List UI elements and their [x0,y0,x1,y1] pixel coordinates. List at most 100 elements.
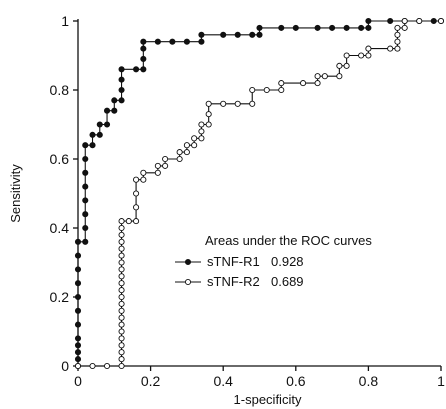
data-point-stnf-r1 [118,66,125,73]
data-point-stnf-r1 [82,238,89,245]
data-point-stnf-r1 [234,31,241,38]
data-point-stnf-r1 [74,335,82,342]
data-point-stnf-r2 [118,328,125,335]
data-point-stnf-r2 [300,80,307,87]
data-point-stnf-r1 [278,24,285,31]
data-point-stnf-r2 [394,24,401,31]
x-axis-title: 1-specificity [234,392,302,407]
data-point-stnf-r1 [82,142,89,149]
data-point-stnf-r2 [249,86,256,94]
data-point-stnf-r2 [205,100,212,107]
data-point-stnf-r1 [111,97,118,104]
legend: Areas under the ROC curves sTNF-R1 0.928… [175,233,372,289]
data-point-stnf-r2 [249,100,256,107]
data-point-stnf-r1 [96,121,103,128]
y-tick-label: 0.8 [50,82,70,98]
data-point-stnf-r2 [314,80,321,87]
data-point-stnf-r2 [74,362,82,370]
data-point-stnf-r2 [401,17,408,25]
data-point-stnf-r2 [176,149,183,156]
data-point-stnf-r1 [74,342,82,349]
data-point-stnf-r2 [140,176,147,183]
y-tick-label: 1 [61,13,69,29]
data-point-stnf-r2 [278,80,285,87]
data-point-stnf-r1 [89,131,96,138]
data-point-stnf-r2 [118,342,125,349]
data-point-stnf-r2 [198,121,205,128]
data-point-stnf-r1 [74,293,82,301]
data-point-stnf-r2 [89,362,96,370]
legend-label-stnf-r1: sTNF-R1 [207,254,260,269]
data-point-stnf-r1 [82,197,89,204]
data-point-stnf-r1 [256,24,263,31]
data-point-stnf-r2 [437,17,445,25]
x-tick-label: 0.4 [213,373,233,389]
data-point-stnf-r2 [321,73,328,80]
data-point-stnf-r2 [336,62,343,69]
data-point-stnf-r1 [74,266,82,273]
y-tick-label: 0.6 [50,151,70,167]
data-point-stnf-r2 [205,111,212,118]
data-point-stnf-r2 [365,45,372,52]
data-point-stnf-r1 [387,17,394,25]
data-point-stnf-r1 [74,307,82,314]
data-point-stnf-r1 [74,321,82,328]
data-point-stnf-r2 [133,176,140,183]
data-point-stnf-r1 [103,107,111,114]
data-point-stnf-r1 [74,238,82,245]
data-point-stnf-r1 [183,38,190,45]
data-point-stnf-r1 [103,121,111,128]
series-line-stnf-r2 [78,20,441,367]
x-ticks: 0 0.2 0.4 0.6 0.8 1 [74,366,445,389]
y-ticks: 0 0.2 0.4 0.6 0.8 1 [50,13,78,374]
data-point-stnf-r2 [118,307,125,314]
data-point-stnf-r1 [74,349,82,356]
x-tick-label: 1 [437,373,445,389]
data-point-stnf-r2 [336,73,343,80]
data-point-stnf-r2 [198,135,205,142]
y-tick-label: 0.2 [50,289,70,305]
data-point-stnf-r2 [162,155,169,163]
data-point-stnf-r1 [82,211,89,218]
data-point-stnf-r2 [401,24,408,31]
data-point-stnf-r1 [74,280,82,287]
legend-marker-stnf-r2 [184,278,192,286]
data-point-stnf-r1 [198,38,205,45]
data-point-stnf-r1 [96,131,103,138]
data-point-stnf-r2 [133,218,140,225]
y-axis-title: Sensitivity [8,164,23,223]
data-point-stnf-r2 [118,280,125,287]
axes [77,19,441,367]
data-point-stnf-r2 [191,135,198,142]
data-point-stnf-r1 [220,31,227,38]
data-point-stnf-r2 [118,224,125,232]
data-point-stnf-r1 [256,31,263,38]
data-point-stnf-r2 [118,335,125,342]
data-point-stnf-r2 [343,62,350,69]
x-tick-label: 0.6 [286,373,306,389]
data-point-stnf-r1 [140,38,147,45]
legend-value-stnf-r1: 0.928 [271,254,304,269]
data-point-stnf-r1 [118,97,125,104]
data-point-stnf-r1 [82,169,89,176]
y-tick-label: 0.4 [50,220,70,236]
data-point-stnf-r2 [162,162,169,169]
data-point-stnf-r2 [118,349,125,356]
data-point-stnf-r2 [394,38,401,45]
data-point-stnf-r2 [176,155,183,163]
data-point-stnf-r1 [82,155,89,163]
data-point-stnf-r2 [118,356,125,363]
data-point-stnf-r2 [118,273,125,280]
data-point-stnf-r2 [154,162,161,169]
data-point-stnf-r2 [154,169,161,176]
data-point-stnf-r2 [416,17,423,25]
data-point-stnf-r1 [118,86,125,94]
data-point-stnf-r2 [118,245,125,252]
data-point-stnf-r2 [103,362,111,370]
data-point-stnf-r2 [278,86,285,94]
data-point-stnf-r2 [118,259,125,266]
data-point-stnf-r1 [365,24,372,31]
x-tick-label: 0.2 [141,373,161,389]
data-point-stnf-r2 [198,128,205,135]
